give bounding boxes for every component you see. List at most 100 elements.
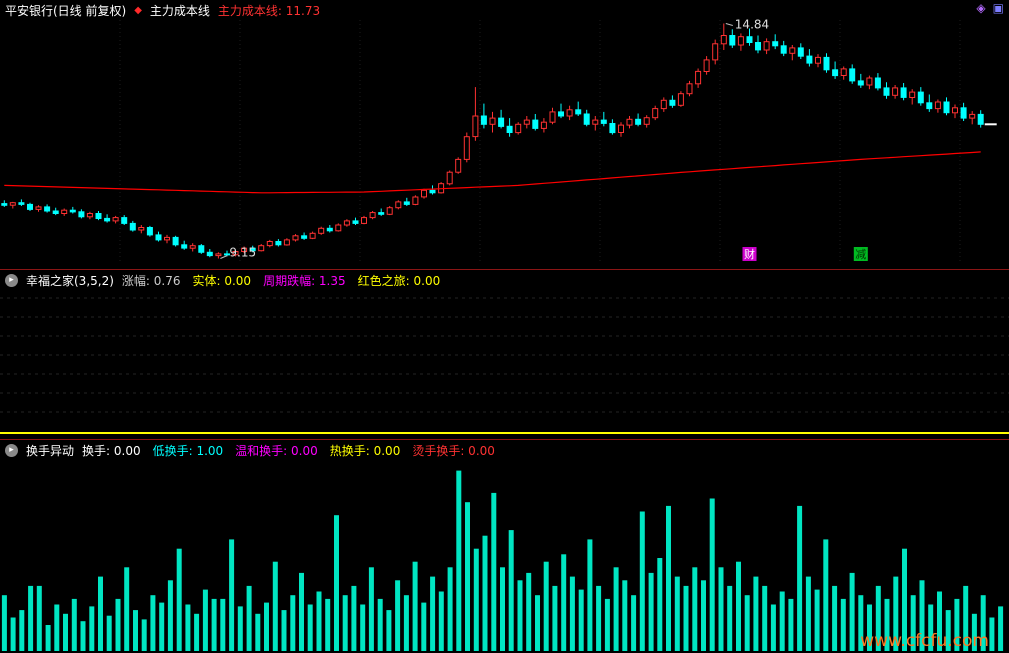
- candle-body: [780, 45, 787, 54]
- turnover-bar: [657, 558, 663, 651]
- candle-body: [806, 55, 813, 64]
- xingfu-chart[interactable]: [0, 270, 1009, 439]
- candle-body: [78, 211, 85, 218]
- turnover-bar: [342, 595, 348, 651]
- candle-body: [86, 213, 93, 218]
- candle-body: [181, 244, 188, 249]
- candle-body: [343, 220, 350, 226]
- candle-body: [874, 77, 881, 89]
- main-chart-header: 平安银行(日线 前复权) ◆ 主力成本线 主力成本线: 11.73: [5, 2, 328, 19]
- candle-body: [498, 117, 505, 127]
- turnover-bar: [552, 585, 558, 651]
- turnover-bar: [928, 604, 934, 651]
- turnover-bar: [517, 580, 523, 651]
- turnover-bar: [447, 567, 453, 651]
- xingfu-field-list: 涨幅: 0.76 实体: 0.00 周期跌幅: 1.35 红色之旅: 0.00: [122, 272, 452, 289]
- panel-collapse-icon[interactable]: ▸: [5, 444, 18, 457]
- turnover-bar: [858, 595, 864, 651]
- candle-body: [695, 70, 702, 85]
- candle-body: [737, 36, 744, 46]
- candle-body: [720, 35, 727, 45]
- candle-body: [686, 83, 693, 95]
- candle-body: [386, 207, 393, 215]
- turnover-bar: [19, 610, 25, 651]
- candle-body: [249, 247, 256, 252]
- candle-body: [566, 109, 573, 117]
- candle-body: [172, 236, 179, 246]
- turnover-bar: [823, 539, 829, 651]
- candle-body: [849, 68, 856, 82]
- candle-body: [652, 108, 659, 119]
- candle-body: [18, 202, 25, 205]
- candle-body: [575, 109, 582, 115]
- candlestick-chart[interactable]: 14.84 9.15 财 减: [0, 0, 1009, 269]
- turnover-bar: [63, 613, 68, 651]
- turnover-bar: [543, 561, 549, 651]
- turnover-bar: [937, 591, 942, 651]
- candle-body: [506, 125, 513, 134]
- candle-body: [797, 47, 804, 57]
- turnover-bar: [54, 604, 60, 651]
- turnover-bar: [736, 561, 741, 651]
- turnover-bar: [141, 619, 147, 651]
- turnover-bar: [814, 589, 820, 651]
- turnover-bar: [325, 598, 331, 651]
- turnover-bar: [421, 602, 427, 651]
- indicator-picker-icon[interactable]: ◈: [976, 1, 986, 15]
- candle-body: [446, 171, 453, 185]
- turnover-bar: [569, 576, 575, 651]
- turnover-bar: [89, 606, 95, 651]
- turnover-bar: [185, 604, 191, 651]
- turnover-bar: [351, 585, 357, 651]
- turnover-indicator-name[interactable]: 换手异动: [26, 444, 75, 458]
- xingfu-indicator-name[interactable]: 幸福之家(3,5,2): [26, 274, 114, 288]
- indicator-field: 周期跌幅: 1.35: [263, 274, 346, 288]
- turnover-bar: [299, 572, 304, 651]
- turnover-bar: [246, 585, 252, 651]
- turnover-bar: [604, 598, 610, 651]
- candle-body: [703, 59, 710, 73]
- panel-collapse-icon[interactable]: ▸: [5, 274, 18, 287]
- candle-body: [275, 241, 282, 246]
- turnover-bar: [596, 585, 602, 651]
- indicator-field: 实体: 0.00: [192, 274, 252, 288]
- cost-line-diamond-icon: ◆: [134, 5, 142, 16]
- turnover-bar: [963, 585, 969, 651]
- candle-body: [206, 251, 213, 257]
- turnover-bar: [919, 580, 925, 651]
- turnover-bar: [491, 492, 497, 651]
- candle-body: [669, 99, 676, 106]
- turnover-bar: [237, 606, 243, 651]
- turnover-bar: [456, 470, 462, 651]
- turnover-bar: [998, 606, 1004, 651]
- price-annotation: 14.84: [735, 18, 769, 32]
- turnover-bar: [797, 505, 803, 651]
- turnover-bar: [508, 530, 514, 651]
- cost-line-value: 主力成本线: 11.73: [217, 4, 321, 18]
- candle-body: [626, 118, 633, 126]
- panel-separator[interactable]: [0, 269, 1009, 270]
- candle-body: [292, 235, 299, 241]
- panel-separator[interactable]: [0, 439, 1009, 440]
- candle-body: [129, 222, 136, 231]
- candle-body: [44, 206, 51, 212]
- turnover-bar: [194, 613, 200, 651]
- candle-body: [224, 253, 230, 256]
- candle-body: [104, 217, 111, 222]
- turnover-bar: [115, 598, 121, 651]
- candle-body: [138, 227, 145, 231]
- turnover-bar: [473, 548, 479, 651]
- turnover-bar: [526, 572, 532, 651]
- candle-body: [309, 232, 316, 239]
- turnover-bar: [124, 567, 130, 651]
- turnover-bar: [98, 576, 103, 651]
- turnover-bar: [272, 561, 278, 651]
- window-controls: ◈ ▣: [976, 1, 1004, 15]
- window-mode-icon[interactable]: ▣: [992, 1, 1004, 15]
- turnover-bar: [849, 572, 855, 651]
- indicator-name[interactable]: 主力成本线: [149, 4, 210, 18]
- candle-body: [112, 217, 119, 222]
- turnover-bar-chart[interactable]: [0, 440, 1009, 653]
- turnover-bar: [613, 567, 619, 651]
- turnover-bar: [884, 598, 890, 651]
